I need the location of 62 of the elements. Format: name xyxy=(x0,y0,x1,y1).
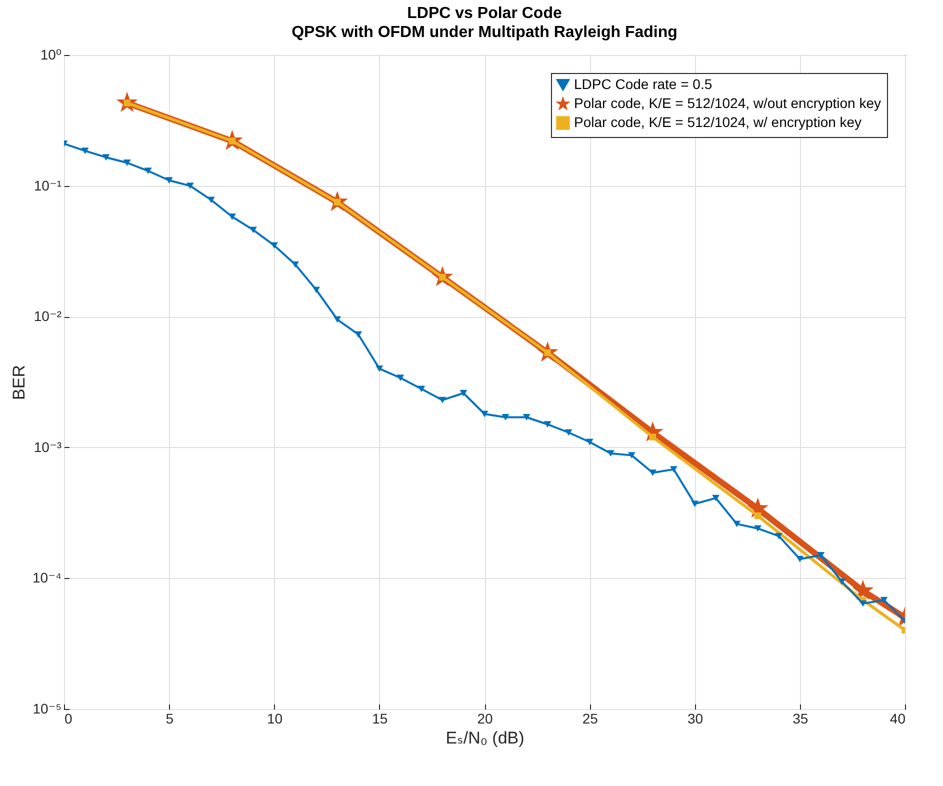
x-tick-label: 10 xyxy=(266,710,283,726)
y-tick-label: 10⁻² xyxy=(34,308,62,324)
x-tick-label: 20 xyxy=(477,710,493,726)
x-tick-label: 15 xyxy=(372,710,388,726)
point xyxy=(586,438,594,446)
point xyxy=(396,374,404,382)
point xyxy=(544,421,552,428)
point xyxy=(606,450,614,457)
point xyxy=(334,316,342,323)
point xyxy=(502,414,510,420)
y-tick-label: 10⁰ xyxy=(40,46,62,62)
point xyxy=(754,512,762,520)
y-tick-label: 10⁻⁴ xyxy=(32,570,62,586)
point xyxy=(460,390,468,396)
x-tick-label: 35 xyxy=(792,710,808,726)
point xyxy=(186,182,194,190)
chart-subtitle: QPSK with OFDM under Multipath Rayleigh Fading xyxy=(292,24,678,41)
point xyxy=(796,556,804,562)
point xyxy=(418,386,426,392)
point xyxy=(354,331,362,338)
point xyxy=(628,452,636,459)
point xyxy=(564,429,572,436)
chart-title: LDPC vs Polar Code xyxy=(407,5,562,22)
point xyxy=(852,580,874,600)
x-tick-label: 25 xyxy=(582,710,598,726)
y-axis-title: BER xyxy=(10,365,29,400)
point xyxy=(838,578,846,585)
point xyxy=(376,365,384,372)
point xyxy=(859,600,867,607)
point xyxy=(817,552,825,558)
x-tick-label: 5 xyxy=(166,710,174,726)
point xyxy=(144,168,152,174)
point xyxy=(691,500,698,508)
point xyxy=(522,414,530,420)
point xyxy=(207,196,215,204)
point xyxy=(102,154,110,161)
point xyxy=(712,494,720,502)
point xyxy=(880,596,888,604)
point xyxy=(312,286,320,294)
point xyxy=(165,177,173,184)
point xyxy=(775,532,783,540)
point xyxy=(480,410,488,418)
point xyxy=(270,242,278,249)
legend-label: Polar code, K/E = 512/1024, w/ encryption key xyxy=(574,114,862,130)
point xyxy=(670,466,678,473)
legend-label: Polar code, K/E = 512/1024, w/out encryption key xyxy=(574,95,882,111)
point xyxy=(733,520,741,528)
y-tick-label: 10⁻⁵ xyxy=(32,700,62,716)
point xyxy=(250,226,257,234)
legend-label: LDPC Code rate = 0.5 xyxy=(574,76,712,92)
point xyxy=(81,148,89,154)
x-tick-label: 0 xyxy=(64,710,72,726)
point xyxy=(438,396,446,404)
x-axis-title: Eₛ/N₀ (dB) xyxy=(446,728,524,748)
point xyxy=(649,434,656,440)
point xyxy=(123,160,131,166)
x-tick-label: 30 xyxy=(687,710,704,726)
y-tick-label: 10⁻¹ xyxy=(34,177,62,194)
point xyxy=(292,261,299,268)
point xyxy=(754,525,762,532)
x-tick-label: 40 xyxy=(890,710,906,726)
y-tick-label: 10⁻³ xyxy=(34,438,62,455)
